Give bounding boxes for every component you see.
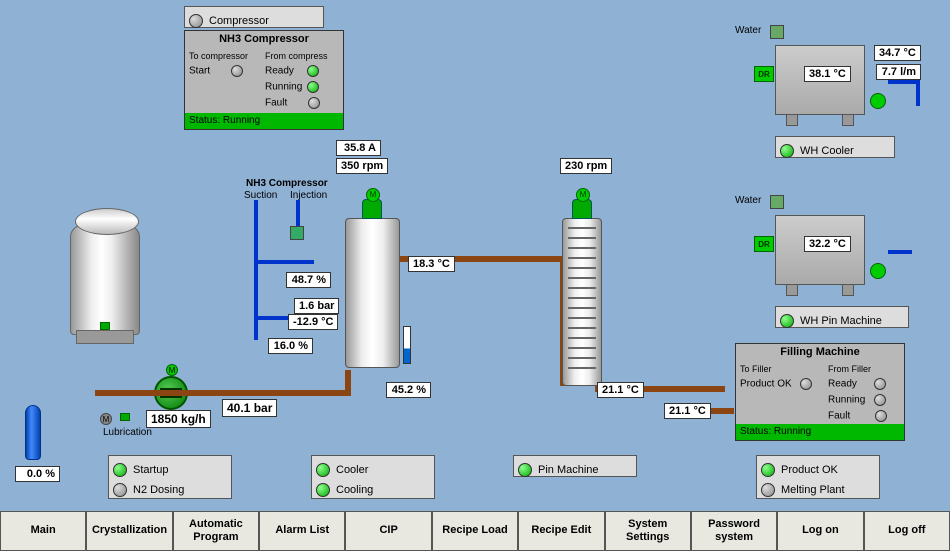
dr-pin: DR <box>754 236 774 252</box>
nav-log-on[interactable]: Log on <box>777 511 863 551</box>
filling-status: Status: Running <box>736 424 904 440</box>
nh3-left-col: To compressor Start <box>189 51 248 77</box>
readout-230rpm: 230 rpm <box>560 158 612 174</box>
readout-160pct: 16.0 % <box>268 338 313 354</box>
lubrication-label: Lubrication <box>103 427 152 438</box>
readout-347c: 34.7 °C <box>874 45 921 61</box>
wh-cooler-led <box>780 144 794 158</box>
readout-16bar: 1.6 bar <box>294 298 339 314</box>
wh-pin-label: WH Pin Machine <box>800 315 882 327</box>
nav-automatic-program[interactable]: AutomaticProgram <box>173 511 259 551</box>
nav-main[interactable]: Main <box>0 511 86 551</box>
compressor-button[interactable]: Compressor <box>184 6 324 28</box>
pin-panel: Pin Machine <box>513 455 637 477</box>
melting-plant-button[interactable]: Melting Plant <box>761 480 875 500</box>
storage-tank <box>70 225 140 335</box>
readout-1850kgh: 1850 kg/h <box>146 410 211 428</box>
filling-title: Filling Machine <box>736 344 904 360</box>
product-panel: Product OK Melting Plant <box>756 455 880 499</box>
nav-recipe-load[interactable]: Recipe Load <box>432 511 518 551</box>
valve <box>770 195 784 209</box>
compressor-led <box>189 14 203 28</box>
nh3-suction: Suction <box>244 190 277 201</box>
motor-crystallizer <box>362 199 382 219</box>
filling-right: From Filler Ready Running Fault <box>828 364 887 422</box>
readout-487pct: 48.7 % <box>286 272 331 288</box>
readout-322c: 32.2 °C <box>804 236 851 252</box>
product-ok-button[interactable]: Product OK <box>761 460 875 480</box>
startup-button[interactable]: Startup <box>113 460 227 480</box>
readout-401bar: 40.1 bar <box>222 399 277 417</box>
readout-77lm: 7.7 l/m <box>876 64 921 80</box>
pin-column <box>562 218 602 386</box>
motor-pin <box>572 199 592 219</box>
n2-cylinder <box>25 405 41 460</box>
readout-183c: 18.3 °C <box>408 256 455 272</box>
nh3-right-col: From compress Ready Running Fault <box>265 51 328 109</box>
startup-panel: Startup N2 Dosing <box>108 455 232 499</box>
nav-system-settings[interactable]: SystemSettings <box>605 511 691 551</box>
readout-452pct: 45.2 % <box>386 382 431 398</box>
nav-crystallization[interactable]: Crystallization <box>86 511 172 551</box>
wh-cooler-button[interactable]: WH Cooler <box>775 136 895 158</box>
nav-bar: Main Crystallization AutomaticProgram Al… <box>0 511 950 551</box>
crystallizer-column <box>345 218 400 368</box>
pipe <box>888 80 918 84</box>
compressor-label: Compressor <box>209 15 269 27</box>
dr-cooler: DR <box>754 66 774 82</box>
readout-381c: 38.1 °C <box>804 66 851 82</box>
wh-pin-led <box>780 314 794 328</box>
cooler-panel: Cooler Cooling <box>311 455 435 499</box>
nh3-compressor-panel: NH3 Compressor To compressor Start From … <box>184 30 344 130</box>
n2-dosing-button[interactable]: N2 Dosing <box>113 480 227 500</box>
nav-password-system[interactable]: Passwordsystem <box>691 511 777 551</box>
nav-alarm-list[interactable]: Alarm List <box>259 511 345 551</box>
wh-cooler-label: WH Cooler <box>800 145 854 157</box>
pipe <box>345 370 351 396</box>
wh-pin-button[interactable]: WH Pin Machine <box>775 306 909 328</box>
nav-log-off[interactable]: Log off <box>864 511 950 551</box>
pipe <box>888 250 912 254</box>
valve <box>770 25 784 39</box>
water1-label: Water <box>735 25 761 36</box>
readout-358A: 35.8 A <box>336 140 381 156</box>
pipe <box>95 390 345 396</box>
pipe <box>916 80 920 106</box>
readout-n129c: -12.9 °C <box>288 314 338 330</box>
nav-recipe-edit[interactable]: Recipe Edit <box>518 511 604 551</box>
readout-00pct: 0.0 % <box>15 466 60 482</box>
cooler-button[interactable]: Cooler <box>316 460 430 480</box>
pipe <box>254 260 314 264</box>
nh3-status: Status: Running <box>185 113 343 129</box>
nh3-title: NH3 Compressor <box>185 31 343 47</box>
valve <box>290 226 304 240</box>
pin-machine-button[interactable]: Pin Machine <box>518 460 632 480</box>
filling-left: To Filler Product OK <box>740 364 812 390</box>
nh3-conn-title: NH3 Compressor <box>246 178 328 189</box>
nav-cip[interactable]: CIP <box>345 511 431 551</box>
cooling-button[interactable]: Cooling <box>316 480 430 500</box>
readout-211c-b: 21.1 °C <box>664 403 711 419</box>
readout-211c-a: 21.1 °C <box>597 382 644 398</box>
readout-350rpm: 350 rpm <box>336 158 388 174</box>
filling-machine-panel: Filling Machine To Filler Product OK Fro… <box>735 343 905 441</box>
water2-label: Water <box>735 195 761 206</box>
